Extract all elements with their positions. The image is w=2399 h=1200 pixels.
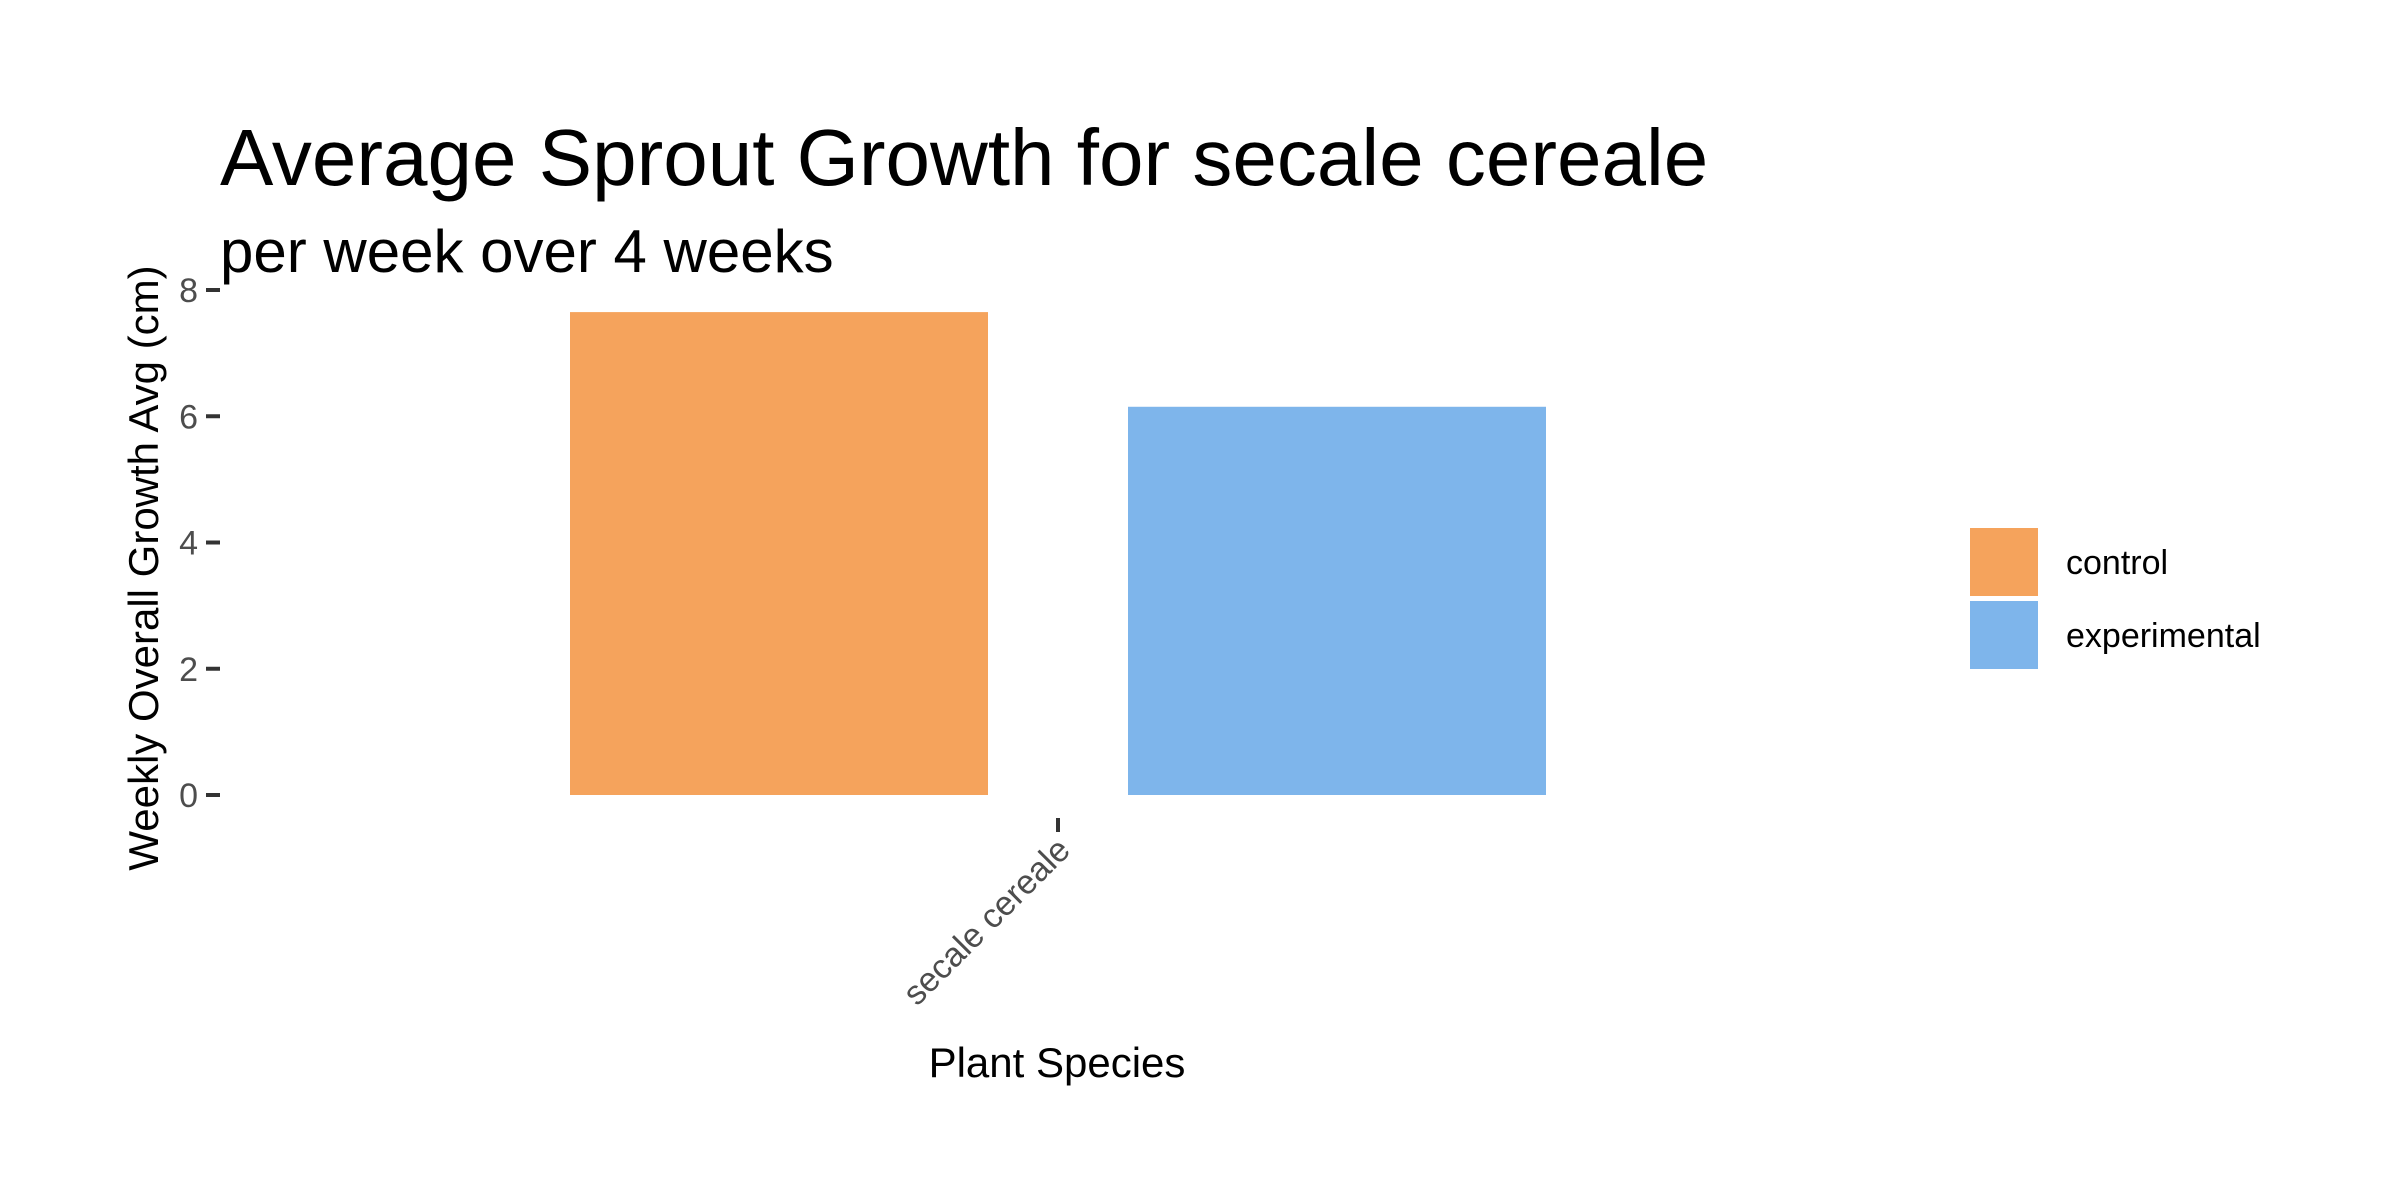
legend-label: control — [2066, 544, 2168, 582]
y-tick-label: 4 — [179, 525, 198, 563]
x-axis-title: Plant Species — [929, 1039, 1186, 1086]
bar-experimental — [1128, 406, 1546, 795]
y-axis: 0 2 4 6 8 — [179, 272, 220, 815]
legend: control experimental — [1970, 528, 2261, 669]
y-tick-label: 2 — [179, 651, 198, 689]
legend-label: experimental — [2066, 617, 2261, 655]
chart-title: Average Sprout Growth for secale cereale — [220, 113, 1708, 202]
chart-subtitle: per week over 4 weeks — [220, 218, 834, 285]
y-tick-label: 0 — [179, 777, 198, 815]
legend-key-experimental — [1970, 601, 2038, 669]
x-tick-label: secale cereale — [896, 831, 1078, 1013]
y-tick-label: 6 — [179, 398, 198, 436]
x-axis: secale cereale — [896, 818, 1078, 1013]
y-axis-title: Weekly Overall Growth Avg (cm) — [120, 265, 167, 870]
legend-key-control — [1970, 528, 2038, 596]
bar-control — [570, 312, 988, 795]
y-tick-label: 8 — [179, 272, 198, 310]
bars — [570, 312, 1546, 795]
